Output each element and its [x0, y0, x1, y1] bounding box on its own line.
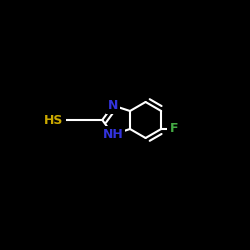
Text: HS: HS — [44, 114, 64, 126]
Text: NH: NH — [102, 128, 123, 141]
Text: F: F — [170, 122, 178, 136]
Text: N: N — [108, 99, 118, 112]
